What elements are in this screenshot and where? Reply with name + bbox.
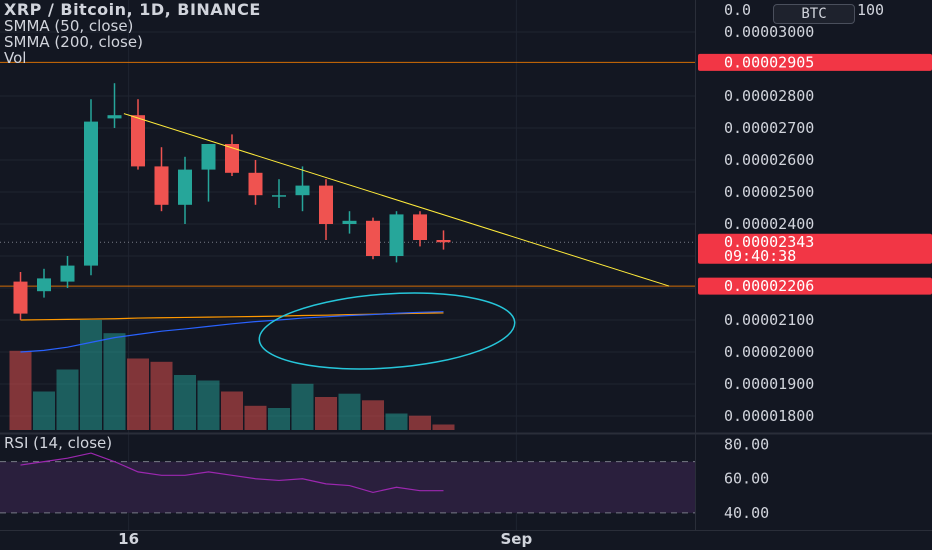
- candle-body: [319, 185, 333, 224]
- price-tag[interactable]: [698, 233, 932, 264]
- volume-bar: [362, 400, 384, 430]
- volume-bar: [338, 393, 361, 430]
- volume-bar: [432, 424, 455, 430]
- price-tick-label: 0.00001900: [724, 375, 814, 393]
- price-tag[interactable]: [698, 277, 932, 295]
- volume-bar: [221, 391, 243, 430]
- volume-bar: [150, 361, 173, 430]
- rsi-tick-label: 60.00: [724, 470, 769, 488]
- candle[interactable]: [154, 147, 169, 212]
- candle[interactable]: [107, 83, 122, 128]
- volume-bar: [291, 383, 314, 430]
- candle[interactable]: [13, 272, 28, 320]
- price-tick-label: 0.00002500: [724, 183, 814, 201]
- smma50-line[interactable]: [20, 311, 444, 353]
- price-tick-label: 0.00002100: [724, 311, 814, 329]
- price-tick-label: 0.00002000: [724, 343, 814, 361]
- candle-body: [13, 281, 28, 314]
- price-tag-label: 0.00002206: [724, 277, 814, 295]
- candle-body: [413, 214, 427, 240]
- smma50-legend[interactable]: SMMA (50, close): [4, 17, 134, 35]
- smma200-legend[interactable]: SMMA (200, close): [4, 33, 143, 51]
- volume-bar: [127, 358, 149, 430]
- time-tick-label: 16: [118, 530, 139, 548]
- candle-body: [295, 185, 310, 196]
- rsi-legend[interactable]: RSI (14, close): [4, 434, 113, 452]
- candle[interactable]: [436, 230, 451, 250]
- candle[interactable]: [60, 256, 75, 288]
- candle[interactable]: [272, 179, 286, 208]
- candle-body: [60, 265, 75, 282]
- rsi-line[interactable]: [20, 452, 444, 494]
- volume-bar: [409, 415, 431, 430]
- price-tick-label: 0.00002700: [724, 119, 814, 137]
- volume-bar: [197, 380, 220, 430]
- candle-body: [248, 172, 263, 196]
- candle-body: [225, 144, 239, 173]
- time-tick-label: Sep: [500, 530, 532, 548]
- candle[interactable]: [342, 211, 357, 234]
- candle[interactable]: [366, 217, 380, 260]
- candle-body: [84, 121, 98, 266]
- volume-bar: [56, 369, 79, 430]
- candle[interactable]: [37, 268, 51, 298]
- price-tick-label-partial: 0.0: [724, 1, 751, 19]
- volume-bar: [268, 408, 290, 430]
- volume-bar: [33, 391, 55, 430]
- candle-body: [366, 220, 380, 256]
- legend: XRP / Bitcoin, 1D, BINANCE SMMA (50, clo…: [4, 0, 261, 67]
- trendline[interactable]: [123, 113, 670, 287]
- volume-bar: [315, 397, 337, 430]
- candle-body: [154, 166, 169, 205]
- price-tag-label: 0.00002905: [724, 53, 814, 71]
- price-tick-label: 0.00002800: [724, 87, 814, 105]
- candle[interactable]: [84, 99, 98, 276]
- rsi-tick-label: 40.00: [724, 504, 769, 522]
- price-tick-label: 0.00001800: [724, 407, 814, 425]
- candle-body: [436, 240, 451, 243]
- bar-countdown: 09:40:38: [724, 247, 796, 265]
- candle-body: [342, 220, 357, 224]
- candle-body: [272, 195, 286, 197]
- price-tick-label-partial-right: 100: [857, 1, 884, 19]
- price-tick-label: 0.00002600: [724, 151, 814, 169]
- rsi-tick-label: 80.00: [724, 436, 769, 454]
- volume-bar: [80, 320, 102, 430]
- price-tick-label: 0.00002400: [724, 215, 814, 233]
- candle[interactable]: [131, 99, 145, 170]
- price-tick-label: 0.00003000: [724, 23, 814, 41]
- volume-legend[interactable]: Vol: [4, 49, 27, 67]
- candle[interactable]: [319, 179, 333, 240]
- candle-body: [178, 169, 192, 205]
- ellipse-drawing[interactable]: [257, 285, 518, 377]
- candle[interactable]: [201, 144, 216, 202]
- candle[interactable]: [389, 211, 404, 263]
- candle-body: [131, 115, 145, 167]
- candle-body: [37, 278, 51, 292]
- candle[interactable]: [295, 166, 310, 212]
- currency-badge[interactable]: BTC: [773, 4, 855, 24]
- candle-body: [389, 214, 404, 256]
- candle-body: [107, 115, 122, 119]
- volume-bar: [174, 375, 196, 430]
- candle[interactable]: [178, 156, 192, 224]
- volume-bar: [103, 333, 126, 430]
- symbol-title[interactable]: XRP / Bitcoin, 1D, BINANCE: [4, 0, 261, 19]
- rsi-band: [0, 461, 695, 513]
- candle[interactable]: [225, 134, 239, 176]
- candle[interactable]: [248, 160, 263, 205]
- volume-bar: [9, 350, 32, 430]
- price-tag-label: 0.00002343: [724, 233, 814, 251]
- candle[interactable]: [413, 211, 427, 247]
- volume-bar: [244, 405, 267, 430]
- volume-bar: [385, 413, 408, 430]
- price-tag[interactable]: [698, 53, 932, 71]
- candle-body: [201, 144, 216, 170]
